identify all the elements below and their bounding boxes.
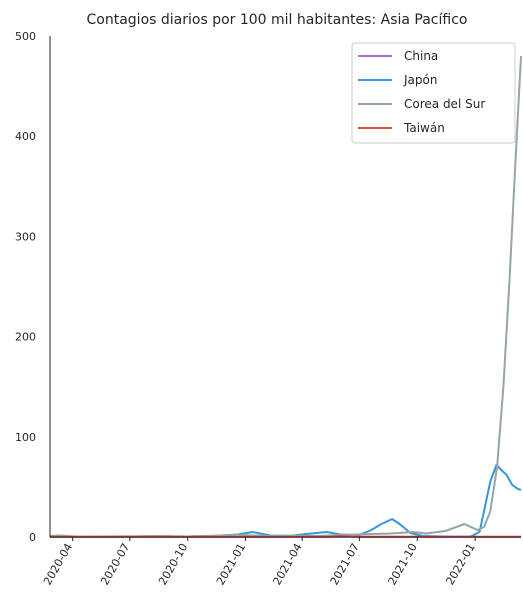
y-tick-label: 200 (15, 331, 36, 344)
y-tick-label: 100 (15, 431, 36, 444)
legend-label: Corea del Sur (404, 97, 485, 111)
x-tick-label: 2021-07 (328, 541, 362, 587)
x-tick-label: 2021-04 (271, 541, 305, 587)
x-tick-label: 2020-10 (156, 541, 190, 587)
x-tick-label: 2020-04 (41, 541, 75, 587)
y-tick-label: 0 (29, 531, 36, 544)
chart-title: Contagios diarios por 100 mil habitantes… (87, 12, 468, 28)
x-tick-label: 2022-01 (443, 541, 477, 587)
legend-label: Taiwán (403, 121, 445, 135)
series-line (49, 463, 522, 538)
legend-label: Japón (403, 73, 437, 87)
legend-label: China (404, 49, 438, 63)
y-tick-label: 400 (15, 130, 36, 143)
y-tick-label: 500 (15, 30, 36, 43)
legend: China Japón Corea del Sur Taiwán (351, 42, 516, 144)
y-tick-label: 300 (15, 230, 36, 243)
x-tick-label: 2020-07 (98, 541, 132, 587)
x-tick-label: 2021-01 (214, 541, 248, 587)
legend-box (351, 42, 516, 144)
x-tick-label: 2021-10 (386, 541, 420, 587)
